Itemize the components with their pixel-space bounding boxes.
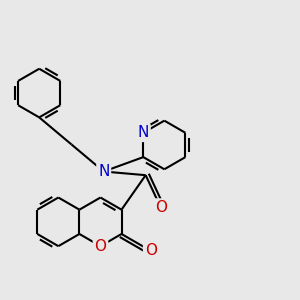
Text: N: N: [138, 125, 149, 140]
Text: O: O: [155, 200, 167, 215]
Text: O: O: [145, 243, 157, 258]
Text: N: N: [98, 164, 110, 179]
Text: O: O: [94, 238, 106, 253]
